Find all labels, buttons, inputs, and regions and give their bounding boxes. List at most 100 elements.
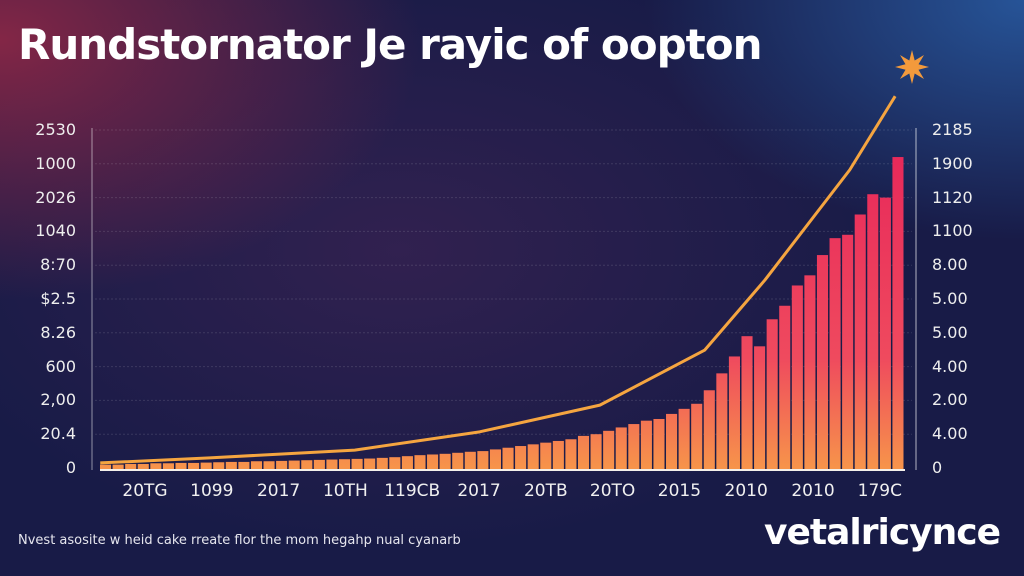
- bar: [263, 461, 275, 470]
- bar: [842, 234, 854, 470]
- bar: [238, 461, 250, 470]
- bar: [590, 434, 602, 470]
- bar: [401, 456, 413, 470]
- bar: [427, 454, 439, 470]
- bar: [100, 464, 112, 470]
- bar: [112, 464, 124, 470]
- star-icon: [895, 50, 929, 84]
- bar: [439, 453, 451, 470]
- left-tick-label: 1040: [35, 221, 76, 241]
- bar: [615, 427, 627, 470]
- bar: [414, 455, 426, 470]
- right-tick-label: 4.00: [932, 424, 968, 444]
- left-tick-label: 2530: [35, 120, 76, 139]
- right-tick-label: 1900: [932, 153, 973, 173]
- bar: [200, 462, 212, 470]
- right-tick-label: 2185: [932, 120, 973, 139]
- left-tick-label: 0: [65, 458, 76, 477]
- bar: [879, 197, 891, 470]
- right-tick-label: 0: [932, 458, 943, 477]
- bar: [250, 461, 263, 470]
- logo-text: vetalricynce: [764, 512, 1001, 553]
- bar: [464, 451, 476, 470]
- bar: [213, 462, 225, 470]
- bar: [489, 449, 501, 470]
- bar: [754, 346, 766, 470]
- x-tick-label: 10TH: [322, 481, 368, 501]
- brand-logo: vetalricynce: [764, 512, 1001, 553]
- bar: [527, 444, 539, 470]
- right-tick-label: 1100: [932, 221, 973, 241]
- bar: [288, 460, 300, 470]
- bar: [364, 458, 376, 470]
- bar: [678, 408, 690, 470]
- bar: [816, 255, 829, 470]
- right-tick-label: 8.00: [932, 255, 968, 275]
- bar: [766, 319, 778, 470]
- bar: [452, 452, 464, 470]
- bar: [653, 418, 665, 470]
- x-tick-label: 2010: [791, 481, 835, 501]
- left-tick-label: 1000: [35, 153, 76, 173]
- right-tick-label: 1120: [932, 187, 973, 207]
- x-tick-label: 1099: [190, 481, 234, 501]
- bar: [162, 463, 174, 470]
- left-tick-label: 2,00: [40, 390, 76, 410]
- bar: [741, 336, 753, 470]
- bar: [150, 463, 162, 470]
- left-tick-label: 20.4: [40, 424, 76, 444]
- bar: [552, 440, 564, 470]
- trend-line: [100, 95, 897, 465]
- bar: [628, 424, 640, 470]
- left-tick-label: 8:70: [40, 255, 76, 275]
- left-tick-label: 2026: [35, 187, 76, 207]
- footer-caption: Nvest asosite w heid cake rreate flor th…: [18, 533, 461, 548]
- bar: [225, 461, 237, 470]
- x-tick-label: 2010: [724, 481, 768, 501]
- bar: [829, 238, 841, 470]
- left-tick-label: $2.5: [40, 289, 76, 308]
- left-tick-label: 8.26: [40, 322, 76, 342]
- x-tick-label: 2017: [256, 481, 301, 501]
- bar: [502, 447, 514, 470]
- bar: [666, 413, 678, 470]
- bar: [326, 459, 338, 470]
- x-tick-label: 2017: [457, 481, 501, 501]
- bar: [125, 463, 137, 470]
- bar: [175, 462, 187, 470]
- bar: [716, 373, 728, 470]
- bar: [376, 457, 388, 470]
- x-tick-label: 119CB: [384, 481, 441, 501]
- bar: [603, 430, 615, 470]
- bar: [389, 457, 401, 470]
- bar: [728, 356, 740, 470]
- x-tick-label: 20TO: [589, 481, 636, 501]
- bar: [338, 459, 351, 470]
- bar: [313, 459, 325, 470]
- chart-title: Rundstornator Je rayic of oopton: [18, 20, 763, 69]
- x-tick-label: 20TB: [523, 481, 568, 501]
- bar: [301, 460, 313, 470]
- bar: [791, 285, 803, 470]
- right-tick-label: 2.00: [932, 390, 968, 410]
- bar: [804, 275, 816, 470]
- bar: [703, 390, 715, 470]
- right-tick-label: 4.00: [932, 356, 968, 376]
- bar: [565, 439, 577, 470]
- right-tick-label: 5.00: [932, 322, 968, 342]
- bar: [854, 214, 866, 470]
- bar: [867, 194, 879, 470]
- bar: [577, 435, 590, 470]
- x-tick-label: 179C: [857, 481, 902, 501]
- right-tick-label: 5.00: [932, 289, 968, 308]
- gridlines: [95, 129, 912, 435]
- bar: [640, 420, 652, 470]
- bar-series: [100, 157, 904, 471]
- left-tick-label: 600: [45, 356, 76, 376]
- bar: [137, 463, 149, 470]
- x-tick-label: 2015: [657, 481, 702, 501]
- bar: [276, 460, 288, 470]
- bar: [515, 446, 527, 470]
- x-tick-label: 20TG: [122, 481, 168, 501]
